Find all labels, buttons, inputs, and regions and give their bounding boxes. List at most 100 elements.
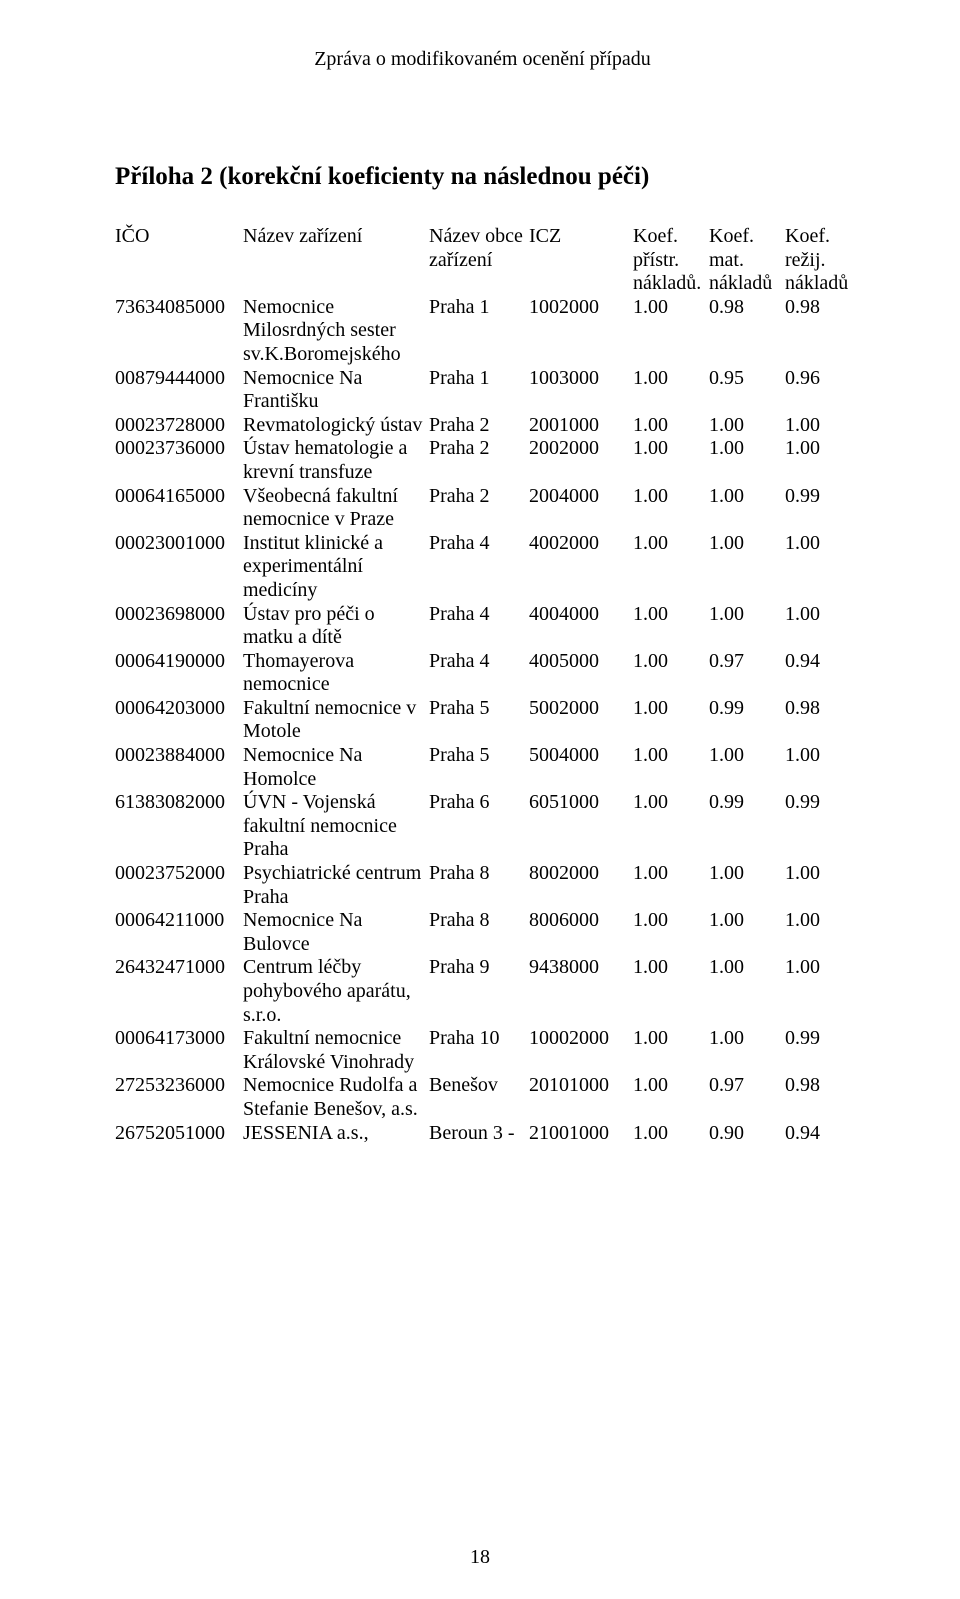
cell-k2: 0.90 (709, 1122, 785, 1146)
cell-k1: 1.00 (633, 744, 709, 791)
table-row: 00064165000Všeobecná fakultní nemocnice … (115, 485, 850, 532)
cell-k1: 1.00 (633, 532, 709, 603)
cell-icz: 4004000 (529, 603, 633, 650)
cell-city: Praha 5 (429, 697, 529, 744)
table-row: 00023001000Institut klinické a experimen… (115, 532, 850, 603)
cell-k1: 1.00 (633, 909, 709, 956)
table-row: 73634085000Nemocnice Milosrdných sester … (115, 296, 850, 367)
table-row: 00064173000Fakultní nemocnice Královské … (115, 1027, 850, 1074)
cell-city: Praha 1 (429, 296, 529, 367)
cell-icz: 5002000 (529, 697, 633, 744)
cell-k2: 1.00 (709, 956, 785, 1027)
cell-k2: 1.00 (709, 532, 785, 603)
cell-city: Praha 4 (429, 603, 529, 650)
table-row: 61383082000ÚVN - Vojenská fakultní nemoc… (115, 791, 850, 862)
page: Zpráva o modifikovaném ocenění případu P… (0, 0, 960, 1599)
cell-name: Všeobecná fakultní nemocnice v Praze (243, 485, 429, 532)
cell-k1: 1.00 (633, 414, 709, 438)
cell-ico: 61383082000 (115, 791, 243, 862)
cell-k1: 1.00 (633, 437, 709, 484)
cell-city: Beroun 3 - (429, 1122, 529, 1146)
cell-ico: 00064203000 (115, 697, 243, 744)
cell-icz: 4002000 (529, 532, 633, 603)
page-number: 18 (0, 1546, 960, 1569)
cell-k2: 1.00 (709, 744, 785, 791)
table-row: 00023752000Psychiatrické centrum PrahaPr… (115, 862, 850, 909)
cell-city: Praha 8 (429, 909, 529, 956)
cell-k1: 1.00 (633, 697, 709, 744)
cell-icz: 5004000 (529, 744, 633, 791)
cell-ico: 00064211000 (115, 909, 243, 956)
cell-name: Institut klinické a experimentální medic… (243, 532, 429, 603)
cell-ico: 00023698000 (115, 603, 243, 650)
cell-name: Nemocnice Na Homolce (243, 744, 429, 791)
cell-k1: 1.00 (633, 367, 709, 414)
table-row: 00023698000Ústav pro péči o matku a dítě… (115, 603, 850, 650)
cell-k3: 1.00 (785, 603, 850, 650)
table-head: IČO Název zařízení Název obce zařízení I… (115, 225, 850, 296)
table-row: 26752051000JESSENIA a.s.,Beroun 3 -21001… (115, 1122, 850, 1146)
cell-k3: 1.00 (785, 956, 850, 1027)
table-row: 00064203000Fakultní nemocnice v MotolePr… (115, 697, 850, 744)
cell-city: Praha 9 (429, 956, 529, 1027)
cell-k2: 0.99 (709, 697, 785, 744)
cell-name: Thomayerova nemocnice (243, 650, 429, 697)
cell-icz: 1002000 (529, 296, 633, 367)
cell-name: Nemocnice Rudolfa a Stefanie Benešov, a.… (243, 1074, 429, 1121)
cell-k2: 0.97 (709, 1074, 785, 1121)
cell-name: Nemocnice Na Františku (243, 367, 429, 414)
table-row: 00064190000Thomayerova nemocnicePraha 44… (115, 650, 850, 697)
cell-k2: 1.00 (709, 603, 785, 650)
col-header-icz: ICZ (529, 225, 633, 296)
cell-k2: 1.00 (709, 862, 785, 909)
table-row: 00879444000Nemocnice Na FrantiškuPraha 1… (115, 367, 850, 414)
cell-k3: 0.99 (785, 485, 850, 532)
cell-k1: 1.00 (633, 791, 709, 862)
cell-icz: 20101000 (529, 1074, 633, 1121)
cell-city: Praha 5 (429, 744, 529, 791)
cell-city: Praha 8 (429, 862, 529, 909)
cell-k3: 0.98 (785, 697, 850, 744)
cell-k3: 0.94 (785, 1122, 850, 1146)
cell-k1: 1.00 (633, 1074, 709, 1121)
cell-city: Praha 2 (429, 485, 529, 532)
cell-ico: 00064190000 (115, 650, 243, 697)
cell-k3: 0.96 (785, 367, 850, 414)
cell-k1: 1.00 (633, 603, 709, 650)
cell-icz: 8006000 (529, 909, 633, 956)
cell-k2: 1.00 (709, 909, 785, 956)
running-head: Zpráva o modifikovaném ocenění případu (115, 48, 850, 71)
table-row: 00023884000Nemocnice Na HomolcePraha 550… (115, 744, 850, 791)
cell-ico: 00023884000 (115, 744, 243, 791)
section-title: Příloha 2 (korekční koeficienty na násle… (115, 163, 850, 191)
table-header-row: IČO Název zařízení Název obce zařízení I… (115, 225, 850, 296)
cell-city: Praha 4 (429, 532, 529, 603)
cell-k1: 1.00 (633, 650, 709, 697)
cell-k1: 1.00 (633, 1027, 709, 1074)
cell-k2: 1.00 (709, 485, 785, 532)
cell-k1: 1.00 (633, 296, 709, 367)
cell-k3: 0.98 (785, 1074, 850, 1121)
table-row: 00023728000Revmatologický ústavPraha 220… (115, 414, 850, 438)
col-header-k1: Koef. přístr. nákladů. (633, 225, 709, 296)
cell-k2: 0.97 (709, 650, 785, 697)
cell-k1: 1.00 (633, 1122, 709, 1146)
cell-k1: 1.00 (633, 862, 709, 909)
cell-k3: 1.00 (785, 532, 850, 603)
cell-name: Ústav pro péči o matku a dítě (243, 603, 429, 650)
cell-name: Nemocnice Na Bulovce (243, 909, 429, 956)
cell-k3: 0.99 (785, 1027, 850, 1074)
cell-name: Fakultní nemocnice Královské Vinohrady (243, 1027, 429, 1074)
cell-city: Praha 1 (429, 367, 529, 414)
cell-ico: 26432471000 (115, 956, 243, 1027)
cell-ico: 00064165000 (115, 485, 243, 532)
col-header-ico: IČO (115, 225, 243, 296)
cell-k3: 0.98 (785, 296, 850, 367)
cell-k2: 0.99 (709, 791, 785, 862)
cell-k3: 1.00 (785, 744, 850, 791)
cell-k3: 1.00 (785, 909, 850, 956)
cell-city: Praha 2 (429, 437, 529, 484)
cell-name: ÚVN - Vojenská fakultní nemocnice Praha (243, 791, 429, 862)
cell-icz: 2001000 (529, 414, 633, 438)
col-header-name: Název zařízení (243, 225, 429, 296)
